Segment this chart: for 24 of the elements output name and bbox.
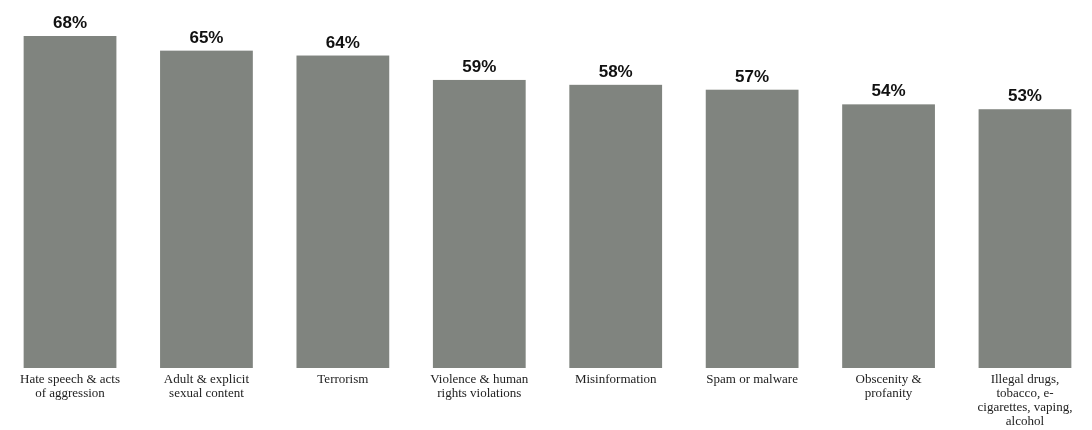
bar [296, 55, 390, 368]
x-tick-label: Spam or malware [706, 371, 799, 386]
bar [569, 84, 663, 368]
x-tick-label: Adult & explicit sexual content [163, 371, 250, 400]
data-label: 65% [189, 27, 224, 47]
bar [842, 104, 935, 368]
x-tick-label: Violence & human rights violations [430, 371, 529, 400]
x-tick-label: Hate speech & acts of aggression [20, 371, 121, 400]
data-label: 54% [871, 81, 906, 101]
bar [978, 109, 1072, 368]
x-tick-label: Terrorism [317, 371, 369, 386]
data-label: 53% [1007, 86, 1042, 106]
data-label: 57% [735, 66, 770, 86]
bar [160, 50, 253, 368]
bar [705, 89, 799, 368]
bar [23, 36, 117, 368]
x-tick-label: Illegal drugs, tobacco, e-cigarettes, vaping, alcohol [977, 371, 1073, 428]
data-label: 68% [53, 13, 88, 32]
data-label: 64% [325, 32, 360, 52]
data-label: 59% [462, 56, 497, 76]
bar [432, 79, 526, 368]
x-tick-label: Obscenity & profanity [855, 371, 922, 400]
data-label: 58% [598, 61, 633, 81]
x-tick-label: Misinformation [574, 371, 658, 386]
